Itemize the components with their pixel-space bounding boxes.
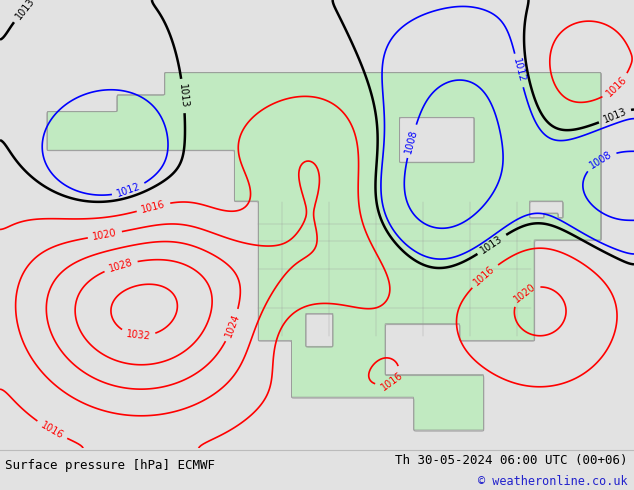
Text: 1016: 1016 xyxy=(378,369,404,392)
Text: 1032: 1032 xyxy=(126,329,151,342)
Text: 1028: 1028 xyxy=(108,257,134,274)
Text: 1020: 1020 xyxy=(92,228,118,242)
Text: 1020: 1020 xyxy=(512,281,537,304)
Text: 1013: 1013 xyxy=(13,0,37,22)
Text: 1016: 1016 xyxy=(472,264,497,288)
Text: 1012: 1012 xyxy=(115,182,142,199)
Text: 1013: 1013 xyxy=(177,83,190,109)
Text: 1013: 1013 xyxy=(479,233,505,255)
Text: 1008: 1008 xyxy=(404,128,420,154)
Text: Th 30-05-2024 06:00 UTC (00+06): Th 30-05-2024 06:00 UTC (00+06) xyxy=(395,454,628,466)
Text: © weatheronline.co.uk: © weatheronline.co.uk xyxy=(478,475,628,488)
Text: 1024: 1024 xyxy=(224,312,242,339)
Text: Surface pressure [hPa] ECMWF: Surface pressure [hPa] ECMWF xyxy=(5,459,215,472)
Text: 1008: 1008 xyxy=(588,149,614,171)
Text: 1016: 1016 xyxy=(604,74,629,99)
Text: 1016: 1016 xyxy=(140,199,167,215)
Text: 1016: 1016 xyxy=(39,420,65,441)
Text: 1013: 1013 xyxy=(602,107,628,125)
Text: 1012: 1012 xyxy=(511,57,527,84)
